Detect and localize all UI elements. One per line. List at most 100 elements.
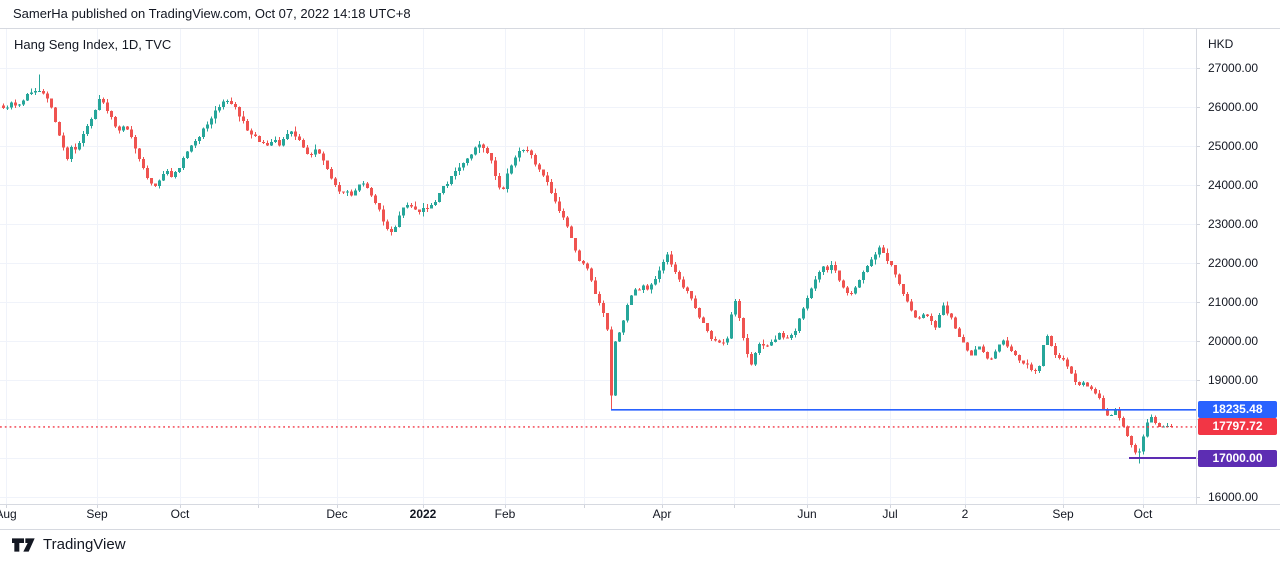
candle-body [482,144,485,148]
candle-body [910,301,913,311]
candle-body [30,92,33,94]
candle-body [654,278,657,285]
candle-body [930,315,933,322]
candle-body [206,124,209,129]
candle-body [850,292,853,294]
candle-body [710,330,713,340]
candle-body [266,142,269,146]
candle-body [838,270,841,281]
candle-body [78,143,81,150]
candle-body [834,265,837,271]
candle-body [410,205,413,207]
candle-body [1134,445,1137,453]
candle-body [1110,414,1113,416]
candle-body [394,227,397,232]
candle-body [1130,436,1133,446]
candle-body [614,341,617,396]
candle-body [382,209,385,222]
candle-body [750,353,753,365]
candle-body [1066,359,1069,367]
price-badge-blue-value: 18235.48 [1212,402,1263,417]
candle-body [806,298,809,309]
candle-body [1126,426,1129,437]
candle-body [114,116,117,127]
candle-body [370,187,373,196]
candle-body [606,313,609,330]
candle-body [890,261,893,266]
candle-body [938,314,941,328]
candle-body [202,128,205,138]
candle-body [58,121,61,136]
candle-body [242,116,245,121]
candle-body [22,100,25,105]
time-tick-label: Aug [0,507,17,521]
candle-body [778,332,781,340]
candle-body [698,308,701,318]
candle-body [798,318,801,331]
candle-body [646,285,649,290]
candle-body [1022,360,1025,364]
candle-body [1142,436,1145,452]
candle-body [358,184,361,191]
candle-body [770,342,773,346]
candle-body [974,349,977,356]
candle-body [434,201,437,206]
candle-body [874,254,877,260]
time-tick-label: Feb [494,507,516,521]
candle-body [214,110,217,119]
candle-body [86,126,89,135]
candle-body [150,178,153,184]
candle-body [354,190,357,196]
candle-body [754,353,757,365]
candle-body [46,93,49,99]
candle-body [1106,409,1109,416]
candle-body [514,157,517,166]
price-tick-label: 22000.00 [1208,256,1259,270]
candle-body [786,337,789,339]
candle-body [670,254,673,265]
candle-body [330,169,333,179]
candle-body [886,252,889,262]
time-tick-label: Jul [882,507,898,521]
candle-body [182,158,185,168]
candle-body [6,107,9,109]
candle-body [438,193,441,202]
candle-body [326,160,329,170]
candle-body [650,284,653,290]
candle-body [734,301,737,315]
tradingview-logo-icon [12,537,35,552]
candle-body [418,209,421,213]
candle-body [758,343,761,354]
candle-body [350,191,353,196]
candle-body [170,171,173,177]
candle-body [1034,370,1037,372]
candle-body [958,328,961,337]
candle-body [522,150,525,152]
candle-body [1090,386,1093,389]
candle-body [902,283,905,294]
candle-body [1158,423,1161,427]
candle-body [894,265,897,275]
candle-body [1150,416,1153,423]
candle-body [122,126,125,131]
candle-body [610,329,613,396]
candle-body [270,141,273,146]
candle-body [882,247,885,253]
candle-body [818,271,821,280]
candle-body [10,102,13,108]
candle-body [174,171,177,177]
candle-body [726,338,729,343]
candle-body [526,150,529,152]
candle-body [906,293,909,302]
candle-body [282,139,285,146]
candle-body [94,110,97,120]
candle-body [746,338,749,354]
candle-body [582,261,585,264]
candle-body [714,339,717,341]
candle-body [1042,345,1045,366]
candle-body [722,342,725,344]
candle-body [578,250,581,262]
candle-body [338,185,341,192]
candle-body [854,287,857,294]
